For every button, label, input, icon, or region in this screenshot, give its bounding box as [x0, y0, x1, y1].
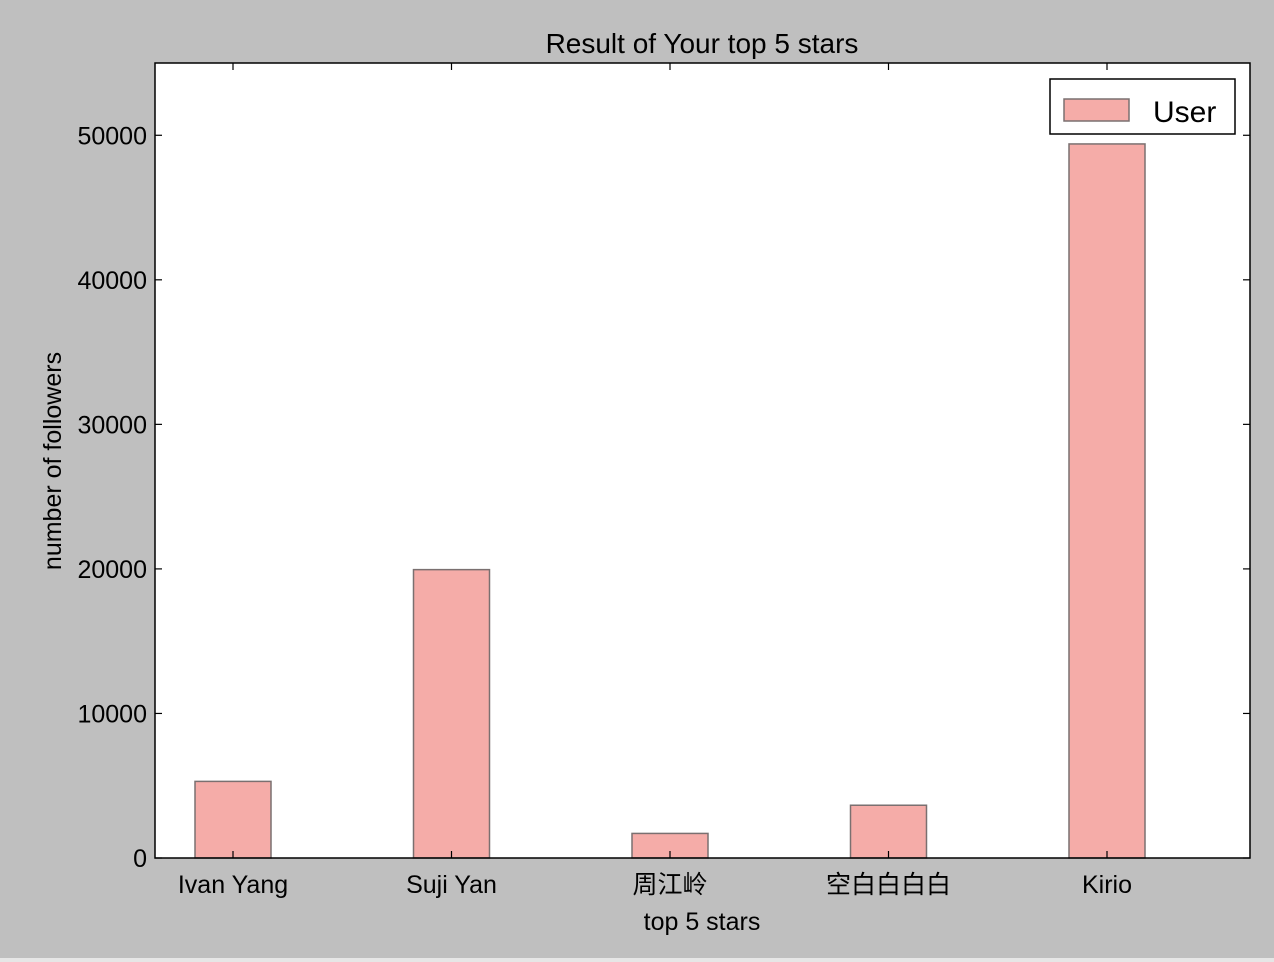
legend-swatch	[1063, 98, 1130, 122]
y-tick-label: 50000	[77, 122, 147, 150]
y-tick-label: 10000	[77, 700, 147, 728]
y-tick-label: 40000	[77, 267, 147, 295]
plot-frame	[154, 62, 1251, 859]
bar	[849, 804, 928, 859]
x-tick-label: 周江岭	[632, 871, 707, 899]
plot-area	[155, 63, 1250, 858]
legend-box	[1049, 78, 1236, 135]
x-tick-label: Kirio	[1082, 871, 1132, 899]
x-tick-label: Suji Yan	[406, 871, 497, 899]
y-tick-label: 0	[133, 845, 147, 873]
y-tick-label: 30000	[77, 411, 147, 439]
x-tick-label: 空白白白白	[826, 871, 951, 899]
y-axis-label: number of followers	[39, 352, 67, 570]
window-bottom-strip	[0, 958, 1274, 962]
x-tick-label: Ivan Yang	[178, 871, 288, 899]
bar	[412, 568, 491, 859]
x-axis-ticks: Ivan Yang Suji Yan 周江岭 空白白白白 Kirio	[178, 63, 1132, 899]
bar	[1068, 143, 1146, 859]
bar	[194, 780, 272, 859]
bars-group	[194, 143, 1146, 859]
x-axis-label: top 5 stars	[644, 908, 761, 936]
y-tick-label: 20000	[77, 556, 147, 584]
chart-title: Result of Your top 5 stars	[546, 28, 859, 59]
legend-label: User	[1153, 96, 1216, 129]
legend: User	[1049, 78, 1236, 135]
y-axis-ticks: 0 10000 20000 30000 40000 50000	[77, 122, 1250, 873]
